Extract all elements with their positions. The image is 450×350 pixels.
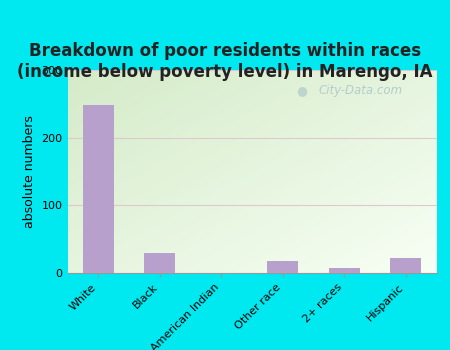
Text: City-Data.com: City-Data.com <box>319 84 403 97</box>
Bar <box>144 253 175 273</box>
Text: ●: ● <box>296 84 307 97</box>
Bar <box>267 261 298 273</box>
Text: Breakdown of poor residents within races
(income below poverty level) in Marengo: Breakdown of poor residents within races… <box>17 42 433 81</box>
Bar <box>329 268 360 273</box>
Y-axis label: absolute numbers: absolute numbers <box>23 115 36 228</box>
Bar <box>391 258 421 273</box>
Bar <box>83 105 113 273</box>
